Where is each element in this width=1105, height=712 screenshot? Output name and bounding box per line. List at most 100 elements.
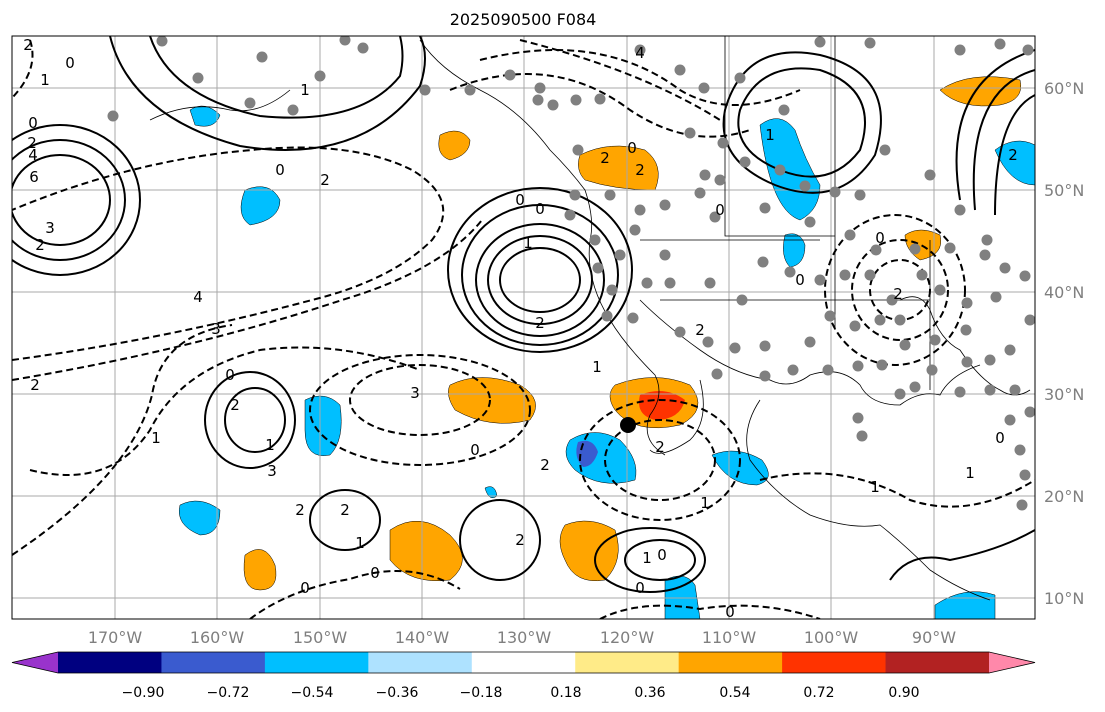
contour-label: 0 (300, 579, 310, 597)
contour-label: 1 (265, 436, 275, 454)
contour-label: 2 (655, 438, 665, 456)
positive-contours (12, 36, 1035, 593)
station-dot (717, 137, 729, 149)
colorbar-tick: 0.90 (888, 685, 919, 701)
station-dot (419, 84, 431, 96)
colorbar-outline (11, 651, 1036, 674)
anomaly-blob (448, 377, 536, 424)
contour-label: 3 (267, 462, 277, 480)
station-dot (504, 69, 516, 81)
contour-label: 0 (627, 139, 637, 157)
station-dot (704, 277, 716, 289)
station-dot (787, 364, 799, 376)
station-dot (314, 70, 326, 82)
station-dot (570, 94, 582, 106)
station-dot (784, 266, 796, 278)
contour-label: 2 (635, 161, 645, 179)
colorbar-segment (885, 652, 990, 673)
station-dot (814, 274, 826, 286)
contour-label: 0 (995, 429, 1005, 447)
lon-label: 90°W (912, 628, 956, 647)
station-dot (960, 324, 972, 336)
station-dot (634, 44, 646, 56)
station-dot (589, 234, 601, 246)
lon-label: 110°W (702, 628, 757, 647)
contour-label: 1 (40, 71, 50, 89)
colorbar-tick: 0.36 (634, 685, 665, 701)
station-dot (739, 156, 751, 168)
station-dot (604, 189, 616, 201)
contour-label: 0 (225, 366, 235, 384)
station-dot (954, 44, 966, 56)
lon-label: 150°W (293, 628, 348, 647)
station-dot (674, 64, 686, 76)
station-dot (1016, 499, 1028, 511)
station-dot (1019, 469, 1031, 481)
lat-label: 10°N (1044, 589, 1084, 608)
contour-label: 3 (410, 384, 420, 402)
station-dot (694, 187, 706, 199)
station-dot (799, 180, 811, 192)
lat-label: 50°N (1044, 181, 1084, 200)
station-dot (702, 336, 714, 348)
contour-label: 2 (1008, 146, 1018, 164)
station-dot (854, 189, 866, 201)
station-dot (916, 269, 928, 281)
anomaly-blob (243, 549, 277, 591)
anomaly-blob (304, 395, 342, 456)
station-dot (592, 262, 604, 274)
station-dot (984, 384, 996, 396)
contour-label: 2 (535, 314, 545, 332)
station-dot (824, 310, 836, 322)
contour-label: 0 (715, 201, 725, 219)
station-dot (606, 284, 618, 296)
location-marker (620, 417, 636, 433)
station-dot (961, 297, 973, 309)
station-dot (844, 229, 856, 241)
station-dot (979, 249, 991, 261)
contour-label: 2 (320, 171, 330, 189)
station-dot (698, 82, 710, 94)
station-dot (464, 84, 476, 96)
contour-label: 1 (523, 234, 533, 252)
station-dot (994, 38, 1006, 50)
contour-label: 1 (592, 358, 602, 376)
contour-label: 1 (300, 81, 310, 99)
station-dot (547, 99, 559, 111)
station-dot (357, 42, 369, 54)
station-dot (804, 336, 816, 348)
station-dot (909, 381, 921, 393)
station-dots (107, 36, 1035, 511)
graticule (12, 36, 1035, 619)
station-dot (1014, 444, 1026, 456)
station-dot (984, 354, 996, 366)
station-dot (829, 186, 841, 198)
station-dot (156, 36, 168, 47)
contour-label: 0 (725, 603, 735, 621)
station-dot (899, 339, 911, 351)
station-dot (852, 360, 864, 372)
contour-label: 2 (340, 501, 350, 519)
colorbar-tick: −0.90 (122, 685, 165, 701)
station-dot (699, 169, 711, 181)
latitude-labels: 60°N 50°N 40°N 30°N 20°N 10°N (1044, 79, 1084, 608)
station-dot (569, 189, 581, 201)
contour-label: 3 (211, 320, 221, 338)
contour-label: 4 (28, 146, 38, 164)
station-dot (759, 340, 771, 352)
station-dot (814, 36, 826, 48)
negative-contours (12, 39, 1035, 619)
station-dot (1004, 414, 1016, 426)
station-dot (999, 262, 1011, 274)
station-dot (572, 144, 584, 156)
station-dot (909, 243, 921, 255)
contour-label: 0 (470, 441, 480, 459)
station-dot (532, 94, 544, 106)
contour-label: 2 (30, 376, 40, 394)
station-dot (822, 364, 834, 376)
colorbar-tick: −0.54 (291, 685, 334, 701)
contour-label: 2 (295, 501, 305, 519)
anomaly-blob (438, 130, 471, 161)
